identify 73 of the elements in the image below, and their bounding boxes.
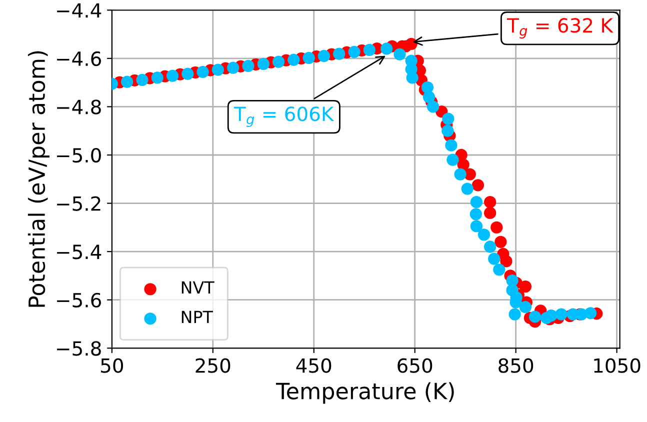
- point: [519, 301, 532, 314]
- x-tick-label: 1050: [594, 358, 640, 373]
- point: [136, 74, 148, 86]
- point: [442, 112, 454, 125]
- point: [318, 50, 330, 62]
- point: [422, 90, 436, 104]
- point: [470, 208, 482, 220]
- point: [442, 124, 454, 137]
- y-axis-title: Potential (eV/per atom): [28, 51, 50, 307]
- y-tick-label: −5.6: [57, 292, 101, 308]
- point: [242, 60, 254, 72]
- point: [348, 46, 360, 58]
- point: [584, 307, 597, 320]
- point: [426, 100, 440, 113]
- point: [288, 54, 300, 66]
- y-tick-label: −5.0: [57, 148, 101, 163]
- point: [478, 228, 490, 241]
- point: [333, 48, 346, 60]
- point: [196, 66, 209, 78]
- legend-label: NPT: [182, 310, 214, 324]
- point: [406, 72, 418, 84]
- point: [470, 196, 483, 208]
- point: [121, 76, 134, 88]
- point: [464, 168, 476, 180]
- point: [470, 220, 483, 232]
- x-tick-label: 850: [498, 358, 534, 373]
- point: [472, 179, 484, 192]
- point: [421, 81, 434, 94]
- point: [446, 154, 459, 166]
- point: [272, 56, 285, 68]
- point: [445, 139, 458, 152]
- x-tick-label: 450: [296, 358, 332, 373]
- point: [457, 158, 470, 171]
- point: [484, 240, 496, 253]
- point: [506, 274, 518, 287]
- point: [490, 221, 503, 234]
- point: [528, 310, 542, 323]
- point: [494, 236, 507, 248]
- y-tick-label: −4.4: [57, 3, 102, 18]
- point: [454, 168, 466, 180]
- point: [545, 309, 558, 322]
- point: [363, 44, 376, 56]
- x-axis-title: Temperature (K): [276, 382, 454, 404]
- annotation: T$_{g}$ = 606K: [234, 106, 334, 127]
- point: [394, 48, 406, 60]
- y-tick-label: −5.8: [57, 341, 101, 356]
- point: [493, 264, 506, 276]
- point: [488, 252, 500, 265]
- y-tick-label: −4.8: [57, 100, 101, 114]
- point: [182, 68, 194, 80]
- x-tick-label: 650: [398, 358, 432, 373]
- point: [380, 42, 393, 55]
- point: [500, 255, 512, 268]
- point: [302, 52, 315, 64]
- point: [519, 280, 532, 293]
- point: [461, 182, 474, 195]
- point: [212, 64, 224, 76]
- point: [508, 308, 521, 320]
- x-tick-label: 50: [101, 358, 124, 373]
- point: [166, 70, 179, 82]
- point: [257, 58, 270, 70]
- point: [151, 72, 164, 84]
- x-tick-label: 250: [196, 358, 230, 373]
- point: [405, 38, 418, 50]
- annotation: T$_{g}$ = 632 K: [506, 18, 614, 38]
- y-tick-label: −5.4: [57, 244, 102, 260]
- legend-label: NVT: [182, 281, 214, 294]
- point: [227, 62, 240, 74]
- y-tick-label: −5.2: [57, 196, 100, 211]
- point: [555, 308, 568, 320]
- point: [484, 196, 496, 208]
- y-tick-label: −4.6: [57, 51, 101, 66]
- point: [484, 206, 496, 220]
